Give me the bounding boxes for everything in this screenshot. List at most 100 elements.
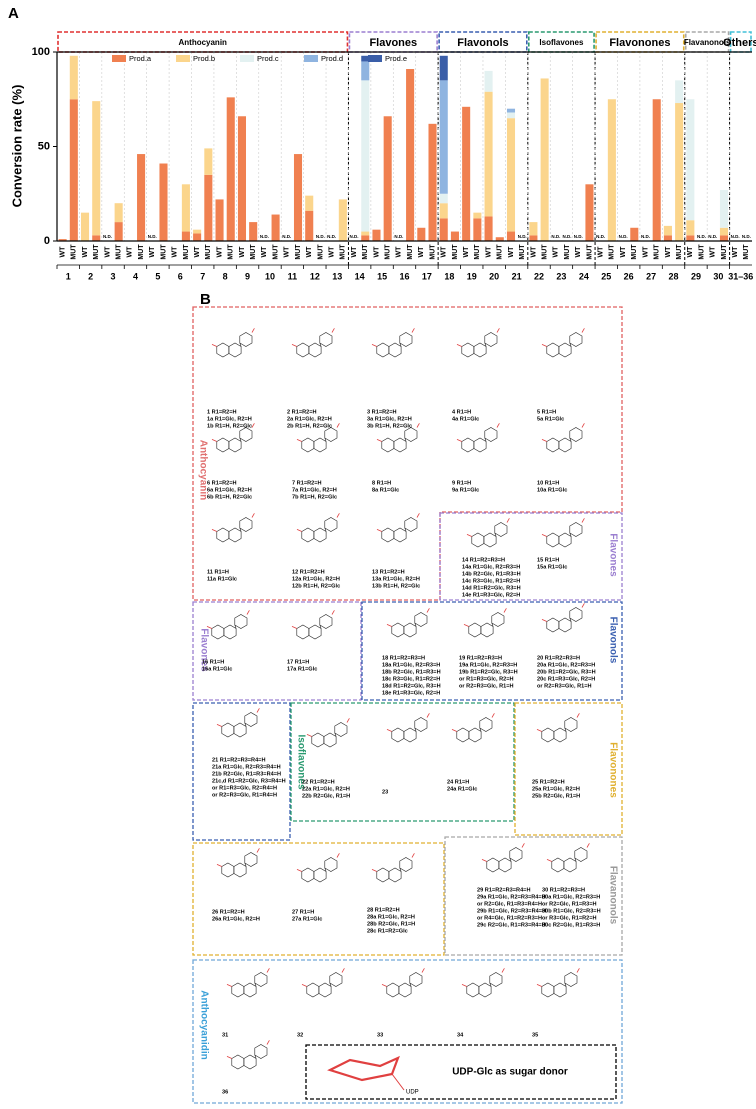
bar-note: N.D.	[563, 234, 572, 239]
ring	[296, 624, 310, 640]
bond	[239, 437, 242, 442]
bar-note: N.D.	[596, 234, 605, 239]
bar-note: N.D.	[731, 234, 740, 239]
class-box	[57, 31, 349, 53]
legend-label: Prod.b	[193, 54, 215, 63]
bar-segment	[361, 80, 370, 232]
bond	[581, 423, 585, 428]
group-label: 27	[646, 271, 656, 281]
bar-note: N.D.	[551, 234, 560, 239]
x-tick-label: MUT	[272, 244, 279, 260]
bar-segment	[630, 227, 639, 241]
ring	[381, 437, 395, 453]
compound-caption: 28a R1=Glc, R2=H	[367, 914, 415, 920]
group-box	[192, 702, 291, 841]
ring	[228, 527, 242, 543]
compound-caption: 16a R1=Glc	[202, 666, 232, 672]
bar-segment	[92, 235, 101, 241]
compound-caption: or R2=Glc, R1=R3=H	[542, 901, 597, 907]
x-tick-label: WT	[463, 246, 470, 258]
ring	[233, 862, 247, 878]
x-tick-label: MUT	[743, 244, 750, 260]
compound-caption: 13a R1=Glc, R2=H	[372, 576, 420, 582]
group-box	[290, 702, 515, 822]
bar-segment	[484, 70, 493, 92]
class-label: Flavones	[198, 628, 209, 672]
ring	[403, 622, 417, 638]
compound-caption: or R4=Glc, R1=R2=R3=H	[477, 915, 542, 921]
bond	[331, 610, 335, 615]
compound-caption: 15a R1=Glc	[537, 564, 567, 570]
compound-caption: 35	[532, 1032, 538, 1038]
structure	[546, 843, 590, 873]
compound-caption: 3a R1=Glc, R2=H	[367, 416, 412, 422]
compound-caption: 22b R2=Glc, R1=H	[302, 793, 350, 799]
x-tick-label: MUT	[250, 244, 257, 260]
ring	[231, 1054, 245, 1070]
compound-caption: 4a R1=Glc	[452, 416, 479, 422]
bar-segment	[92, 101, 101, 236]
ring	[483, 532, 497, 548]
bar-note: N.D.	[742, 234, 751, 239]
ring	[228, 437, 242, 453]
x-tick-label: MUT	[160, 244, 167, 260]
x-tick-label: WT	[261, 246, 268, 258]
bond	[329, 982, 332, 987]
bar-segment	[215, 199, 224, 241]
x-tick-label: WT	[351, 246, 358, 258]
ring	[239, 332, 253, 347]
bond	[569, 617, 572, 622]
bar-segment	[652, 99, 661, 241]
x-tick-label: MUT	[115, 244, 122, 260]
bond	[416, 513, 420, 518]
bond	[336, 423, 340, 428]
bar-note: N.D.	[282, 234, 291, 239]
bar-segment	[361, 231, 370, 236]
bar-segment	[249, 222, 258, 241]
compound-caption: 5a R1=Glc	[537, 416, 564, 422]
donor-label: UDP-Glc as sugar donor	[452, 1067, 568, 1078]
group-label: 23	[556, 271, 566, 281]
bond	[569, 532, 572, 537]
compound-caption: 14d R1=R2=Glc, R3=H	[462, 585, 521, 591]
structure	[386, 713, 430, 743]
ring	[323, 732, 337, 748]
ring	[391, 622, 405, 638]
ring	[324, 517, 338, 532]
compound-caption: 22 R1=R2=H	[302, 779, 335, 785]
x-tick-label: MUT	[429, 244, 436, 260]
bar-segment	[439, 55, 448, 81]
bar-note: N.D.	[327, 234, 336, 239]
x-tick-label: WT	[508, 246, 515, 258]
compound-caption: 31	[222, 1032, 228, 1038]
bond	[541, 439, 547, 442]
ring	[404, 517, 418, 532]
compound-caption: 14a R1=Glc, R2=R3=H	[462, 564, 520, 570]
bond	[496, 328, 500, 333]
group-label: 24	[579, 271, 589, 281]
ring	[558, 342, 572, 358]
compound-caption: 34	[457, 1032, 464, 1038]
ring	[403, 727, 417, 743]
class-label: Anthocyanin	[178, 38, 227, 47]
structure	[216, 848, 260, 878]
ring	[541, 982, 555, 998]
bar-segment	[204, 148, 213, 175]
structure	[226, 1040, 270, 1070]
structure	[376, 423, 420, 453]
group-label: 17	[422, 271, 432, 281]
bar-segment	[305, 210, 314, 241]
compound-caption: 13 R1=R2=H	[372, 569, 405, 575]
structure	[541, 603, 585, 633]
bond	[569, 437, 572, 442]
ring	[558, 437, 572, 453]
structure	[206, 610, 250, 640]
compound-caption: 29b R1=Glc, R2=R3=R4=H	[477, 908, 546, 914]
bond	[484, 437, 487, 442]
group-box	[361, 601, 623, 701]
compound-caption: 30 R1=R2=R3=H	[542, 887, 585, 893]
compound-caption: 21a R1=Glc, R2=R3=R4=H	[212, 764, 281, 770]
group-label: 20	[489, 271, 499, 281]
group-label: 28	[669, 271, 679, 281]
ring	[216, 527, 230, 543]
